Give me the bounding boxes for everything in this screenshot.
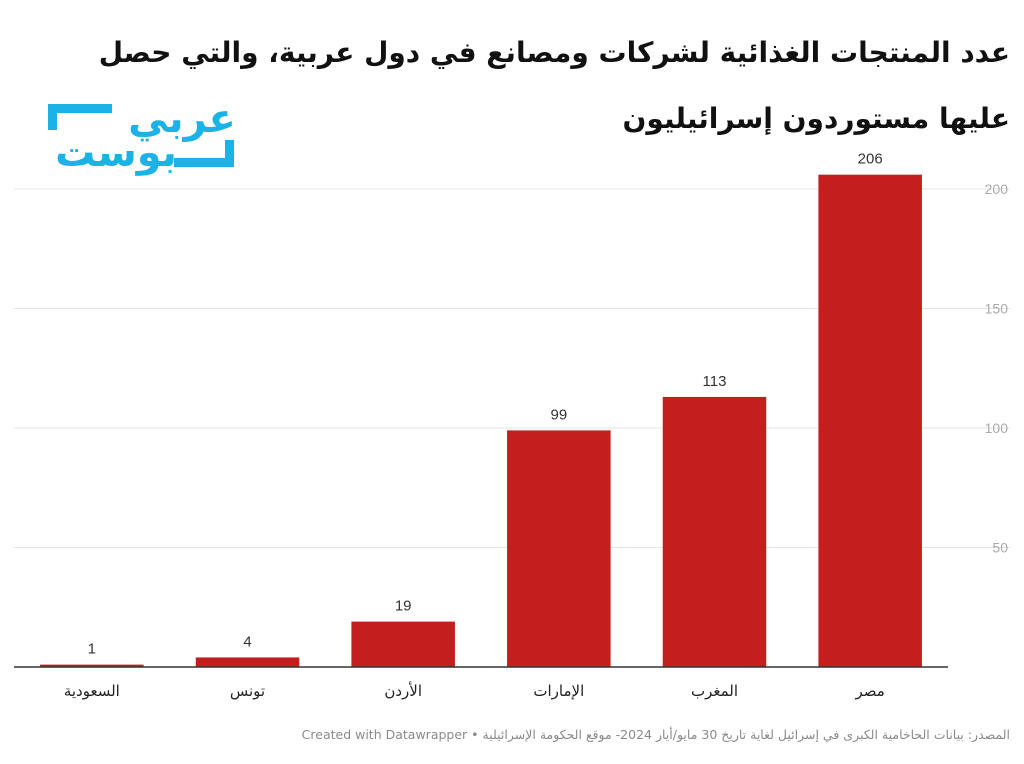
x-tick-label: مصر bbox=[855, 682, 885, 700]
y-tick-label: 200 bbox=[985, 181, 1009, 197]
data-label: 19 bbox=[395, 598, 412, 615]
chart-footer: المصدر: بيانات الحاخامية الكبرى في إسرائ… bbox=[20, 727, 1010, 742]
datawrapper-credit[interactable]: Created with Datawrapper bbox=[301, 727, 468, 742]
logo-word-2: بوست bbox=[55, 130, 177, 176]
logo-word-1: عربي bbox=[128, 96, 236, 142]
arabi-post-logo: عربي بوست bbox=[46, 96, 238, 176]
y-tick-label: 100 bbox=[985, 420, 1009, 436]
y-tick-label: 150 bbox=[985, 301, 1009, 317]
x-tick-label: تونس bbox=[230, 682, 265, 700]
bars bbox=[40, 174, 922, 667]
source-note: المصدر: بيانات الحاخامية الكبرى في إسرائ… bbox=[482, 727, 1010, 742]
bar bbox=[507, 430, 611, 667]
data-label: 99 bbox=[550, 406, 567, 423]
bar bbox=[40, 664, 144, 667]
data-label: 1 bbox=[88, 641, 96, 658]
data-label: 4 bbox=[243, 633, 251, 650]
data-label: 113 bbox=[703, 373, 727, 390]
chart-title: عدد المنتجات الغذائية لشركات ومصانع في د… bbox=[98, 36, 1010, 135]
bar bbox=[195, 657, 300, 667]
bar bbox=[818, 174, 922, 667]
x-tick-label: الإمارات bbox=[533, 682, 584, 700]
bar bbox=[662, 396, 767, 667]
data-labels: 1 4 19 99 113 206 bbox=[88, 151, 883, 658]
y-tick-label: 50 bbox=[992, 540, 1008, 556]
x-tick-label: السعودية bbox=[64, 682, 120, 700]
axes: 50 100 150 200 السعودية تونس الأردن الإمارات الم… bbox=[14, 181, 1008, 700]
data-label: 206 bbox=[858, 151, 883, 168]
x-tick-label: المغرب bbox=[691, 682, 738, 700]
footer-separator: • bbox=[471, 727, 479, 742]
bar bbox=[351, 621, 455, 667]
x-tick-label: الأردن bbox=[384, 681, 422, 700]
